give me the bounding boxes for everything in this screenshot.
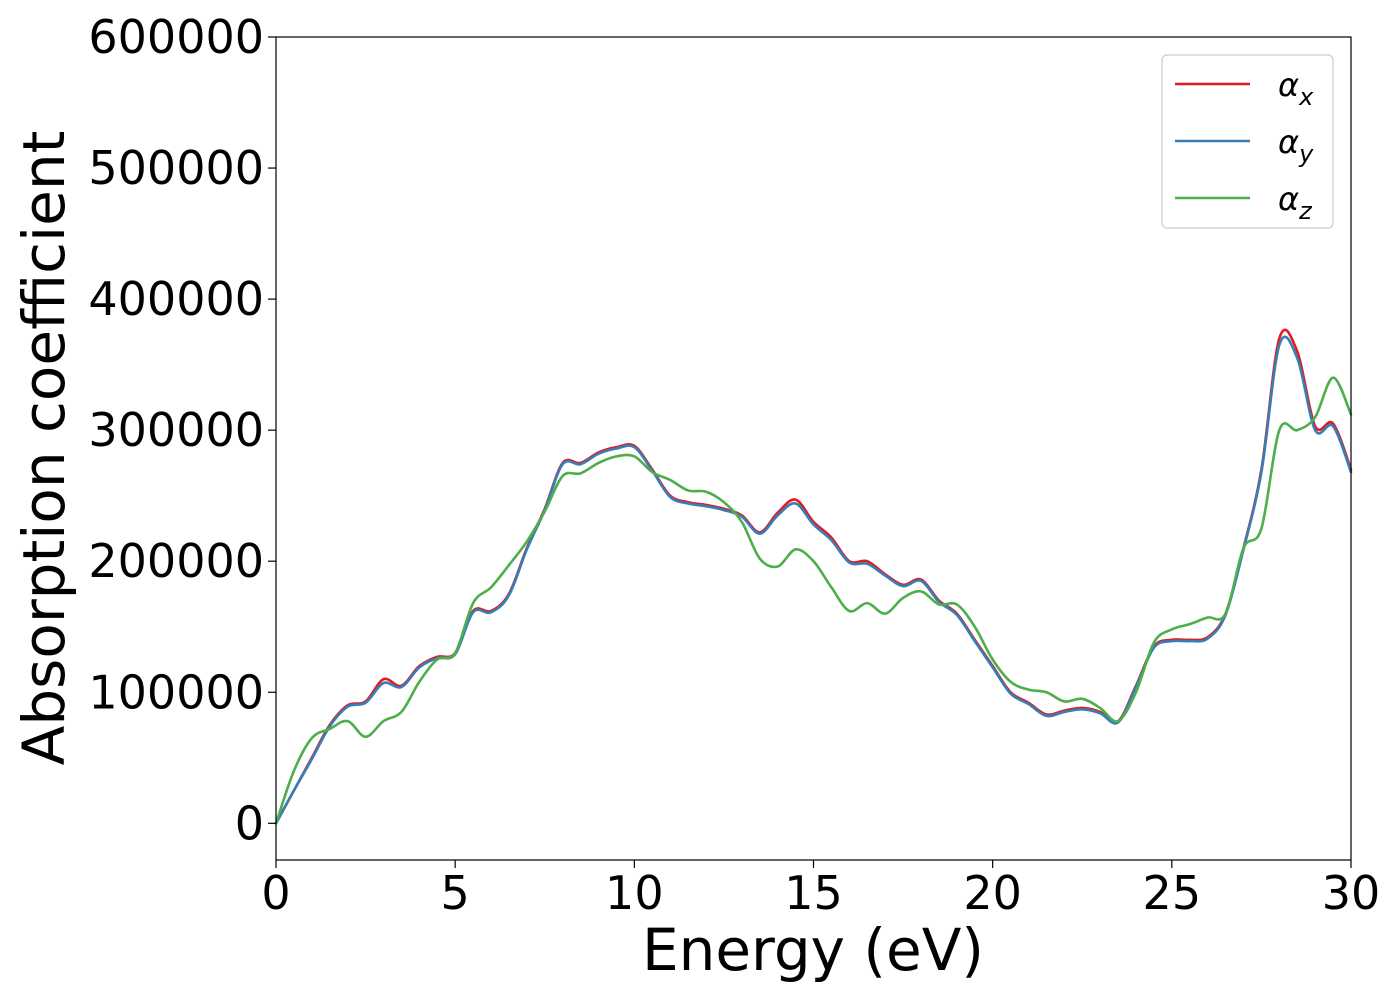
legend-label-subscript: y — [1298, 140, 1314, 168]
series-line-z — [274, 376, 1353, 825]
series-line-x — [274, 328, 1353, 825]
x-tick-label: 15 — [784, 866, 843, 920]
legend-label-y: αy — [1278, 123, 1314, 168]
x-tick-label: 0 — [261, 866, 290, 920]
y-tick-label: 200000 — [88, 534, 264, 588]
legend-label-base: α — [1278, 66, 1299, 104]
x-tick-label: 20 — [963, 866, 1022, 920]
x-axis-ticks: 0 5 10 15 20 25 30 — [261, 860, 1380, 920]
x-tick-label: 10 — [605, 866, 664, 920]
legend-label-base: α — [1278, 180, 1299, 218]
plot-lines — [274, 328, 1353, 825]
legend-label-subscript: x — [1298, 83, 1314, 111]
legend-label-subscript: z — [1298, 197, 1313, 225]
legend-label-base: α — [1278, 123, 1299, 161]
legend-label-z: αz — [1278, 180, 1313, 225]
series-line-y — [274, 335, 1353, 825]
x-tick-label: 25 — [1143, 866, 1202, 920]
y-tick-label: 600000 — [88, 10, 264, 64]
y-tick-label: 300000 — [88, 403, 264, 457]
y-tick-label: 100000 — [88, 665, 264, 719]
legend-label-x: αx — [1278, 66, 1314, 111]
y-tick-label: 500000 — [88, 141, 264, 195]
x-axis-label: Energy (eV) — [642, 916, 984, 984]
y-axis-ticks: 0 100000 200000 300000 400000 500000 600000 — [88, 10, 276, 850]
x-tick-label: 30 — [1322, 866, 1381, 920]
x-tick-label: 5 — [441, 866, 470, 920]
y-axis-label: Absorption coefficient — [10, 131, 78, 766]
y-tick-label: 0 — [235, 796, 264, 850]
y-tick-label: 400000 — [88, 272, 264, 326]
